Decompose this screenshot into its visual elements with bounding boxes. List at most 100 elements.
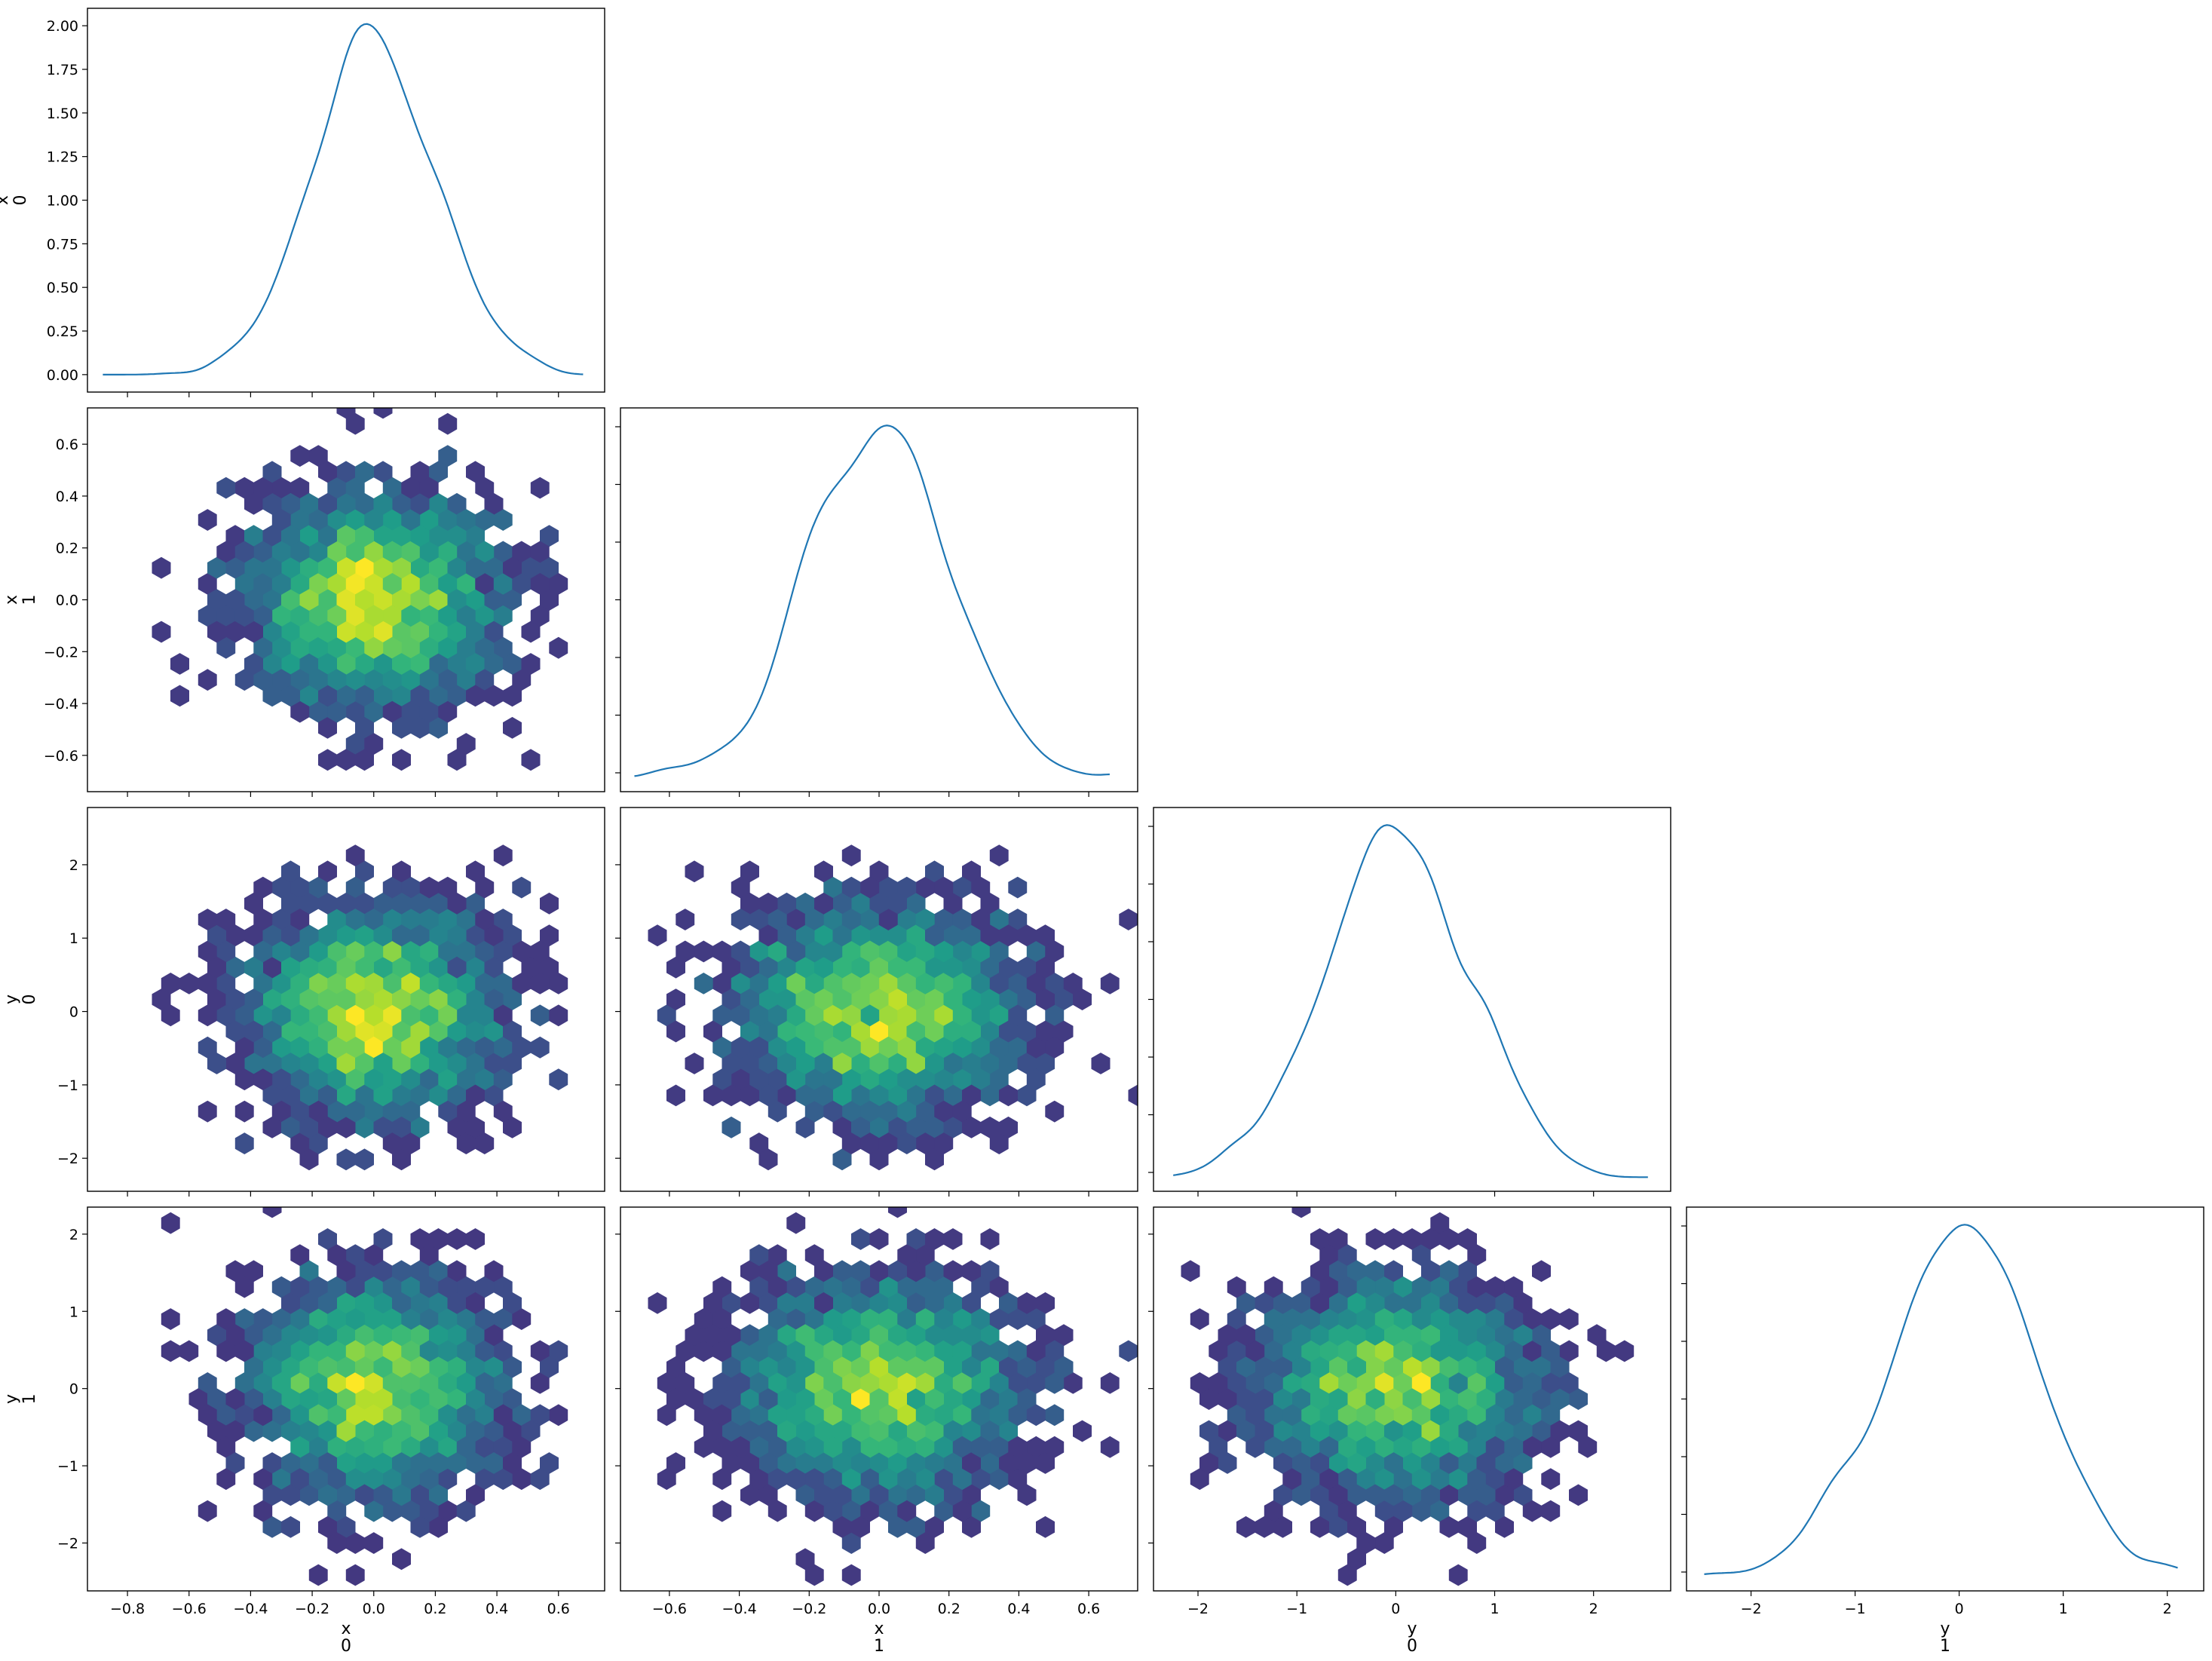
hexbin-cell [345,636,365,659]
hexbin-cell [1393,1404,1413,1427]
hexbin-cell [382,1372,402,1394]
hexbin-cell [244,621,263,643]
hexbin-cell [318,685,337,707]
hexbin-cell [878,973,898,994]
hexbin-cell [419,973,439,994]
hexbin-cell [475,509,495,531]
hexbin-cell [299,1356,319,1378]
hexbin-cell [971,1036,991,1059]
hexbin-cell [1310,1292,1329,1314]
hexbin-cell [484,492,504,515]
hexbin-cell [308,1068,328,1091]
hexbin-cell [549,1340,568,1362]
hexbin-cell [466,589,485,611]
hexbin-cell [1017,1388,1037,1410]
hexbin-cell [767,1436,787,1458]
hexbin-cell [466,1084,485,1107]
hexbin-cell [1476,1324,1496,1347]
hexbin-cell [980,1324,1000,1347]
hexbin-cell [382,605,402,627]
hexbin-cell [906,1420,926,1442]
hexbin-cell [253,477,273,499]
hexbin-cell [419,700,439,723]
hexbin-cell [1036,1515,1055,1538]
hexbin-cell [318,525,337,547]
hexbin-cell [382,669,402,691]
hexbin-cell [373,556,393,579]
hexbin-cell [860,876,880,899]
hexbin-cell [1365,1228,1385,1250]
hexbin-cell [373,1356,393,1378]
hexbin-cell [1485,1308,1505,1330]
hexbin-cell [934,940,954,963]
hexbin-cell [980,1084,1000,1107]
hexbin-cell [1036,1053,1055,1074]
hexbin-cell [438,1340,458,1362]
hexbin-cell [271,1036,291,1059]
hexbin-cell [897,1500,917,1522]
hexbin-cell [392,988,411,1010]
hexbin-cell [429,1324,448,1347]
hexbin-cell [271,477,291,499]
y-axis-label-name: x [2,595,21,605]
hexbin-cell [999,924,1018,947]
hexbin-cell [382,1468,402,1491]
hexbin-cell [804,1004,824,1027]
hexbin-cell [410,492,430,515]
hexbin-cell [1073,988,1092,1010]
hexbin-cell [299,685,319,707]
hexbin-cell [869,1084,889,1107]
hexbin-cell [897,1436,917,1458]
hexbin-cell [1430,1404,1450,1427]
hexbin-cell [832,1020,852,1043]
hexbin-cell [290,1004,310,1027]
hexbin-cell [1264,1340,1283,1362]
hexbin-cell [1384,1452,1403,1474]
hexbin-cell [712,1276,732,1298]
hexbin-cell [795,1292,815,1314]
hexbin-cell [234,1308,254,1330]
hexbin-cell [906,892,926,915]
hexbin-cell [244,1053,263,1074]
hexbin-cell [503,1420,522,1442]
hexbin-cell [475,1468,495,1491]
hexbin-cell [281,892,300,915]
hexbin-cell [676,1372,695,1394]
hexbin-cell [943,1084,963,1107]
hexbin-cell [722,1116,741,1138]
hexbin-cell [392,589,411,611]
hexbin-cell [1485,1500,1505,1522]
hexbin-cell [1411,1436,1431,1458]
hexbin-cell [336,621,356,643]
hexbin-cell [484,956,504,979]
hexbin-cell [373,1388,393,1410]
hexbin-cell [980,956,1000,979]
hexbin-cell [888,924,907,947]
hexbin-cell [410,621,430,643]
hexbin-cell [401,700,421,723]
hexbin-cell [161,1212,180,1234]
hexbin-cell [475,1404,495,1427]
hexbin-cell [804,1372,824,1394]
hexbin-cell [814,1452,833,1474]
hexbin-cell [731,1404,750,1427]
hexbin-cell [943,1484,963,1506]
hexbin-cell [281,653,300,675]
hexbin-cell [540,525,559,547]
hexbin-cell [198,1500,217,1522]
hexbin-cell [1384,1260,1403,1283]
hexbin-cell [823,940,843,963]
hexbin-cell [841,1308,861,1330]
hexbin-cell [962,1356,981,1378]
hexbin-cell [512,573,532,595]
x-tick-label: 2 [1589,1601,1598,1617]
hexbin-cell [1504,1276,1524,1298]
hexbin-cell [308,1276,328,1298]
hexbin-cell [318,1020,337,1043]
x-axis-label-name: x [341,1620,351,1638]
hexbin-cell [722,1084,741,1107]
hexbin-cell [364,1372,384,1394]
hexbin-cell [188,1388,208,1410]
hexbin-cell [1264,1276,1283,1298]
hexbin-cell [290,1372,310,1394]
